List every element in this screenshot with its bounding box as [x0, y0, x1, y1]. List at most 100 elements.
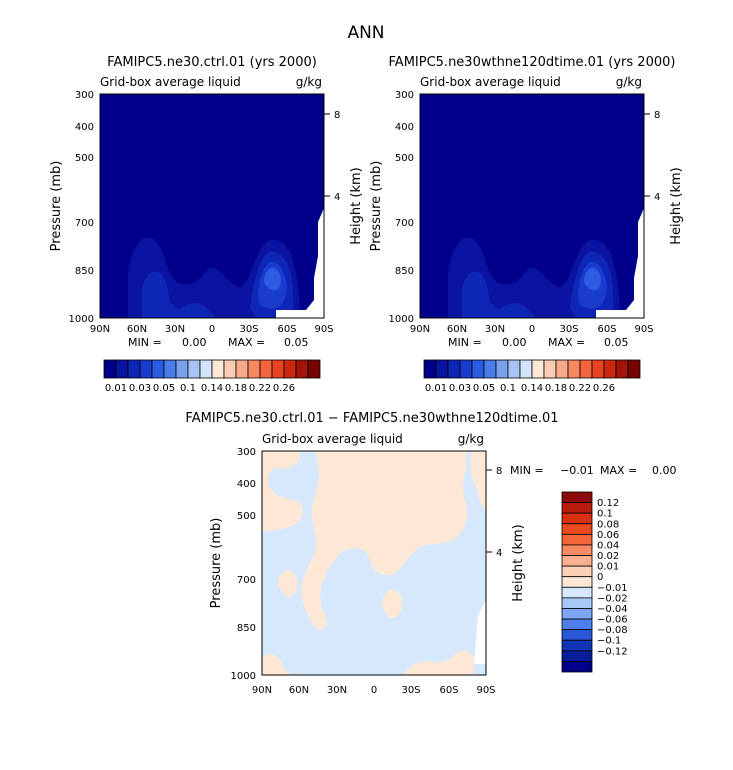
colorbar-label: 0.14 — [521, 383, 543, 394]
colorbar-label: 0.01 — [597, 562, 619, 573]
colorbar-label: 0.04 — [597, 540, 619, 551]
colorbar-swatch — [567, 359, 581, 379]
colorbar-swatch — [561, 512, 593, 525]
panel-diff-frame — [261, 450, 487, 676]
panel-diff-units: g/kg — [458, 432, 484, 446]
panel-test-ylabel: Pressure (mb) — [369, 161, 384, 252]
colorbar-label: −0.06 — [597, 615, 628, 626]
colorbar-swatch — [187, 359, 201, 379]
panel-ctrl-max-value: 0.05 — [284, 336, 309, 349]
panel-diff-ytick-1000: 1000 — [231, 671, 256, 682]
panel-diff-x-axis: 90N 60N 30N 0 30S 60S 90S — [252, 685, 496, 696]
colorbar-label: 0.03 — [129, 383, 151, 394]
panel-diff-stats: MIN = −0.01 MAX = 0.00 — [510, 464, 677, 477]
panel-diff-y-axis-right: 8 4 Height (km) — [486, 466, 526, 602]
panel-ctrl-ylabel: Pressure (mb) — [49, 161, 64, 252]
colorbar-swatch — [561, 565, 593, 578]
colorbar-swatch — [561, 576, 593, 588]
colorbar-label: 0.22 — [569, 383, 591, 394]
panel-ctrl-contour-mid — [142, 251, 294, 318]
panel-ctrl: FAMIPC5.ne30.ctrl.01 (yrs 2000) Grid-box… — [49, 55, 364, 394]
figure-title: ANN — [347, 23, 384, 43]
panel-ctrl-ytick-400: 400 — [75, 122, 94, 133]
panel-diff-positive-region-main — [301, 451, 468, 630]
colorbar-label: −0.12 — [597, 646, 628, 657]
colorbar-swatch — [561, 586, 593, 599]
panel-diff-positive-sfc — [262, 650, 474, 675]
colorbar-swatch — [235, 359, 249, 379]
panel-test-stats: MIN = 0.00 MAX = 0.05 — [448, 336, 629, 349]
panel-ctrl-subtitle: Grid-box average liquid — [100, 75, 241, 89]
panel-ctrl-colorbar: 0.01 0.03 0.05 0.1 0.14 0.18 0.22 0.26 — [103, 359, 321, 394]
panel-test-y-axis-right: 8 4 Height (km) — [644, 110, 684, 245]
colorbar-swatch — [139, 359, 153, 379]
panel-test-subtitle: Grid-box average liquid — [420, 75, 561, 89]
colorbar-swatch — [627, 359, 641, 379]
panel-diff-xtick-90n: 90N — [252, 685, 272, 696]
colorbar-swatch — [247, 359, 261, 379]
colorbar-swatch — [271, 359, 285, 379]
colorbar-swatch — [471, 359, 485, 379]
panel-diff-positive-region-south — [470, 451, 486, 512]
panel-diff-xtick-60n: 60N — [289, 685, 309, 696]
colorbar-swatch — [531, 359, 545, 379]
panel-ctrl-ytick-300: 300 — [75, 90, 94, 101]
panel-test-max-value: 0.05 — [604, 336, 629, 349]
panel-diff-min-value: −0.01 — [560, 464, 594, 477]
panel-ctrl-units: g/kg — [296, 75, 322, 89]
panel-test-xtick-30n: 30N — [485, 324, 505, 335]
colorbar-label: 0.05 — [153, 383, 175, 394]
colorbar-label: 0.14 — [201, 383, 223, 394]
colorbar-label: −0.04 — [597, 604, 628, 615]
panel-diff-xtick-30s: 30S — [401, 685, 420, 696]
colorbar-label: 0.22 — [249, 383, 271, 394]
colorbar-label: −0.02 — [597, 593, 628, 604]
panel-test-ytick-400: 400 — [395, 122, 414, 133]
panel-diff-title: FAMIPC5.ne30.ctrl.01 − FAMIPC5.ne30wthne… — [185, 411, 558, 426]
colorbar-label: −0.1 — [597, 636, 621, 647]
panel-diff-ytick-300: 300 — [237, 447, 256, 458]
colorbar-label: 0.03 — [449, 383, 471, 394]
panel-diff-xtick-90s: 90S — [476, 685, 495, 696]
colorbar-swatch — [561, 502, 593, 514]
panel-ctrl-stats: MIN = 0.00 MAX = 0.05 — [128, 336, 309, 349]
panel-ctrl-plot-area — [99, 93, 325, 319]
panel-diff-xtick-0: 0 — [371, 685, 377, 696]
panel-test-rtick-4: 4 — [654, 192, 660, 203]
panel-ctrl-title: FAMIPC5.ne30.ctrl.01 (yrs 2000) — [107, 55, 317, 70]
colorbar-swatch — [151, 359, 165, 379]
panel-ctrl-rtick-8: 8 — [334, 110, 340, 121]
colorbar-swatch — [615, 359, 629, 379]
colorbar-label: 0.26 — [273, 383, 295, 394]
panel-test-min-label: MIN = — [448, 336, 482, 349]
colorbar-label: 0.18 — [545, 383, 567, 394]
panel-diff-ytick-500: 500 — [237, 511, 256, 522]
colorbar-swatch — [103, 359, 117, 379]
colorbar-swatch — [175, 359, 189, 379]
colorbar-label: 0.01 — [425, 383, 447, 394]
colorbar-swatch — [561, 661, 593, 673]
colorbar-swatch — [283, 359, 297, 379]
panel-ctrl-xtick-0: 0 — [209, 324, 215, 335]
panel-ctrl-y-axis: 300 400 500 700 850 1000 Pressure (mb) — [49, 90, 94, 325]
colorbar-label: 0.01 — [105, 383, 127, 394]
colorbar-swatch — [211, 359, 225, 379]
panel-test-missing-data — [596, 208, 644, 318]
panel-test: FAMIPC5.ne30wthne120dtime.01 (yrs 2000) … — [369, 55, 684, 394]
colorbar-swatch — [447, 359, 461, 379]
panel-diff-rtick-4: 4 — [496, 548, 502, 559]
panel-ctrl-x-axis: 90N 60N 30N 0 30S 60S 90S — [90, 324, 334, 335]
panel-diff-subtitle: Grid-box average liquid — [262, 432, 403, 446]
colorbar-swatch — [199, 359, 213, 379]
colorbar-swatch — [295, 359, 309, 379]
colorbar-swatch — [307, 359, 321, 379]
colorbar-label: 0.1 — [500, 383, 516, 394]
colorbar-swatch — [555, 359, 569, 379]
panel-ctrl-ylabel-right: Height (km) — [349, 167, 364, 244]
panel-test-xtick-0: 0 — [529, 324, 535, 335]
panel-diff-ylabel-right: Height (km) — [511, 524, 526, 601]
panel-test-contour-mid — [462, 251, 614, 318]
colorbar-swatch — [561, 629, 593, 641]
colorbar-swatch — [561, 533, 593, 546]
colorbar-label: 0.05 — [473, 383, 495, 394]
